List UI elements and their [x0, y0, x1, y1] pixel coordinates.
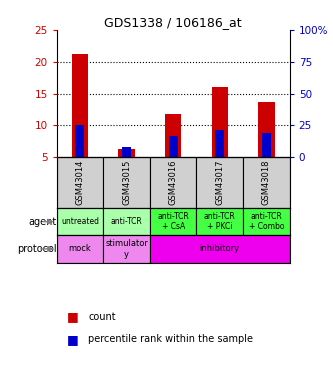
- Title: GDS1338 / 106186_at: GDS1338 / 106186_at: [104, 16, 242, 29]
- Text: anti-TCR
+ CsA: anti-TCR + CsA: [157, 212, 189, 231]
- Text: GSM43014: GSM43014: [75, 160, 85, 205]
- Bar: [122, 147, 131, 157]
- Bar: [243, 208, 290, 235]
- Text: ■: ■: [67, 310, 78, 323]
- Bar: [103, 157, 150, 208]
- Text: GSM43015: GSM43015: [122, 160, 131, 205]
- Bar: [215, 130, 224, 157]
- Bar: [165, 114, 181, 157]
- Text: percentile rank within the sample: percentile rank within the sample: [88, 334, 253, 344]
- Text: GSM43018: GSM43018: [262, 160, 271, 206]
- Bar: [169, 136, 177, 157]
- Text: stimulator
y: stimulator y: [105, 239, 148, 259]
- Text: count: count: [88, 312, 116, 322]
- Bar: [150, 208, 196, 235]
- Text: anti-TCR
+ Combo: anti-TCR + Combo: [249, 212, 284, 231]
- Bar: [150, 157, 196, 208]
- Bar: [150, 235, 290, 262]
- Bar: [196, 157, 243, 208]
- Text: anti-TCR: anti-TCR: [111, 217, 143, 226]
- Text: GSM43016: GSM43016: [168, 160, 178, 206]
- Bar: [258, 102, 274, 157]
- Bar: [119, 149, 135, 157]
- Bar: [103, 235, 150, 262]
- Bar: [262, 133, 271, 157]
- Bar: [243, 157, 290, 208]
- Bar: [212, 87, 228, 157]
- Bar: [196, 208, 243, 235]
- Bar: [57, 235, 103, 262]
- Text: untreated: untreated: [61, 217, 99, 226]
- Bar: [103, 208, 150, 235]
- Bar: [76, 125, 84, 157]
- Text: ■: ■: [67, 333, 78, 346]
- Text: GSM43017: GSM43017: [215, 160, 224, 206]
- Text: inhibitory: inhibitory: [200, 244, 240, 254]
- Text: protocol: protocol: [17, 244, 57, 254]
- Bar: [57, 157, 103, 208]
- Text: anti-TCR
+ PKCi: anti-TCR + PKCi: [204, 212, 236, 231]
- Bar: [72, 54, 88, 157]
- Text: mock: mock: [69, 244, 91, 254]
- Bar: [57, 208, 103, 235]
- Text: agent: agent: [28, 217, 57, 226]
